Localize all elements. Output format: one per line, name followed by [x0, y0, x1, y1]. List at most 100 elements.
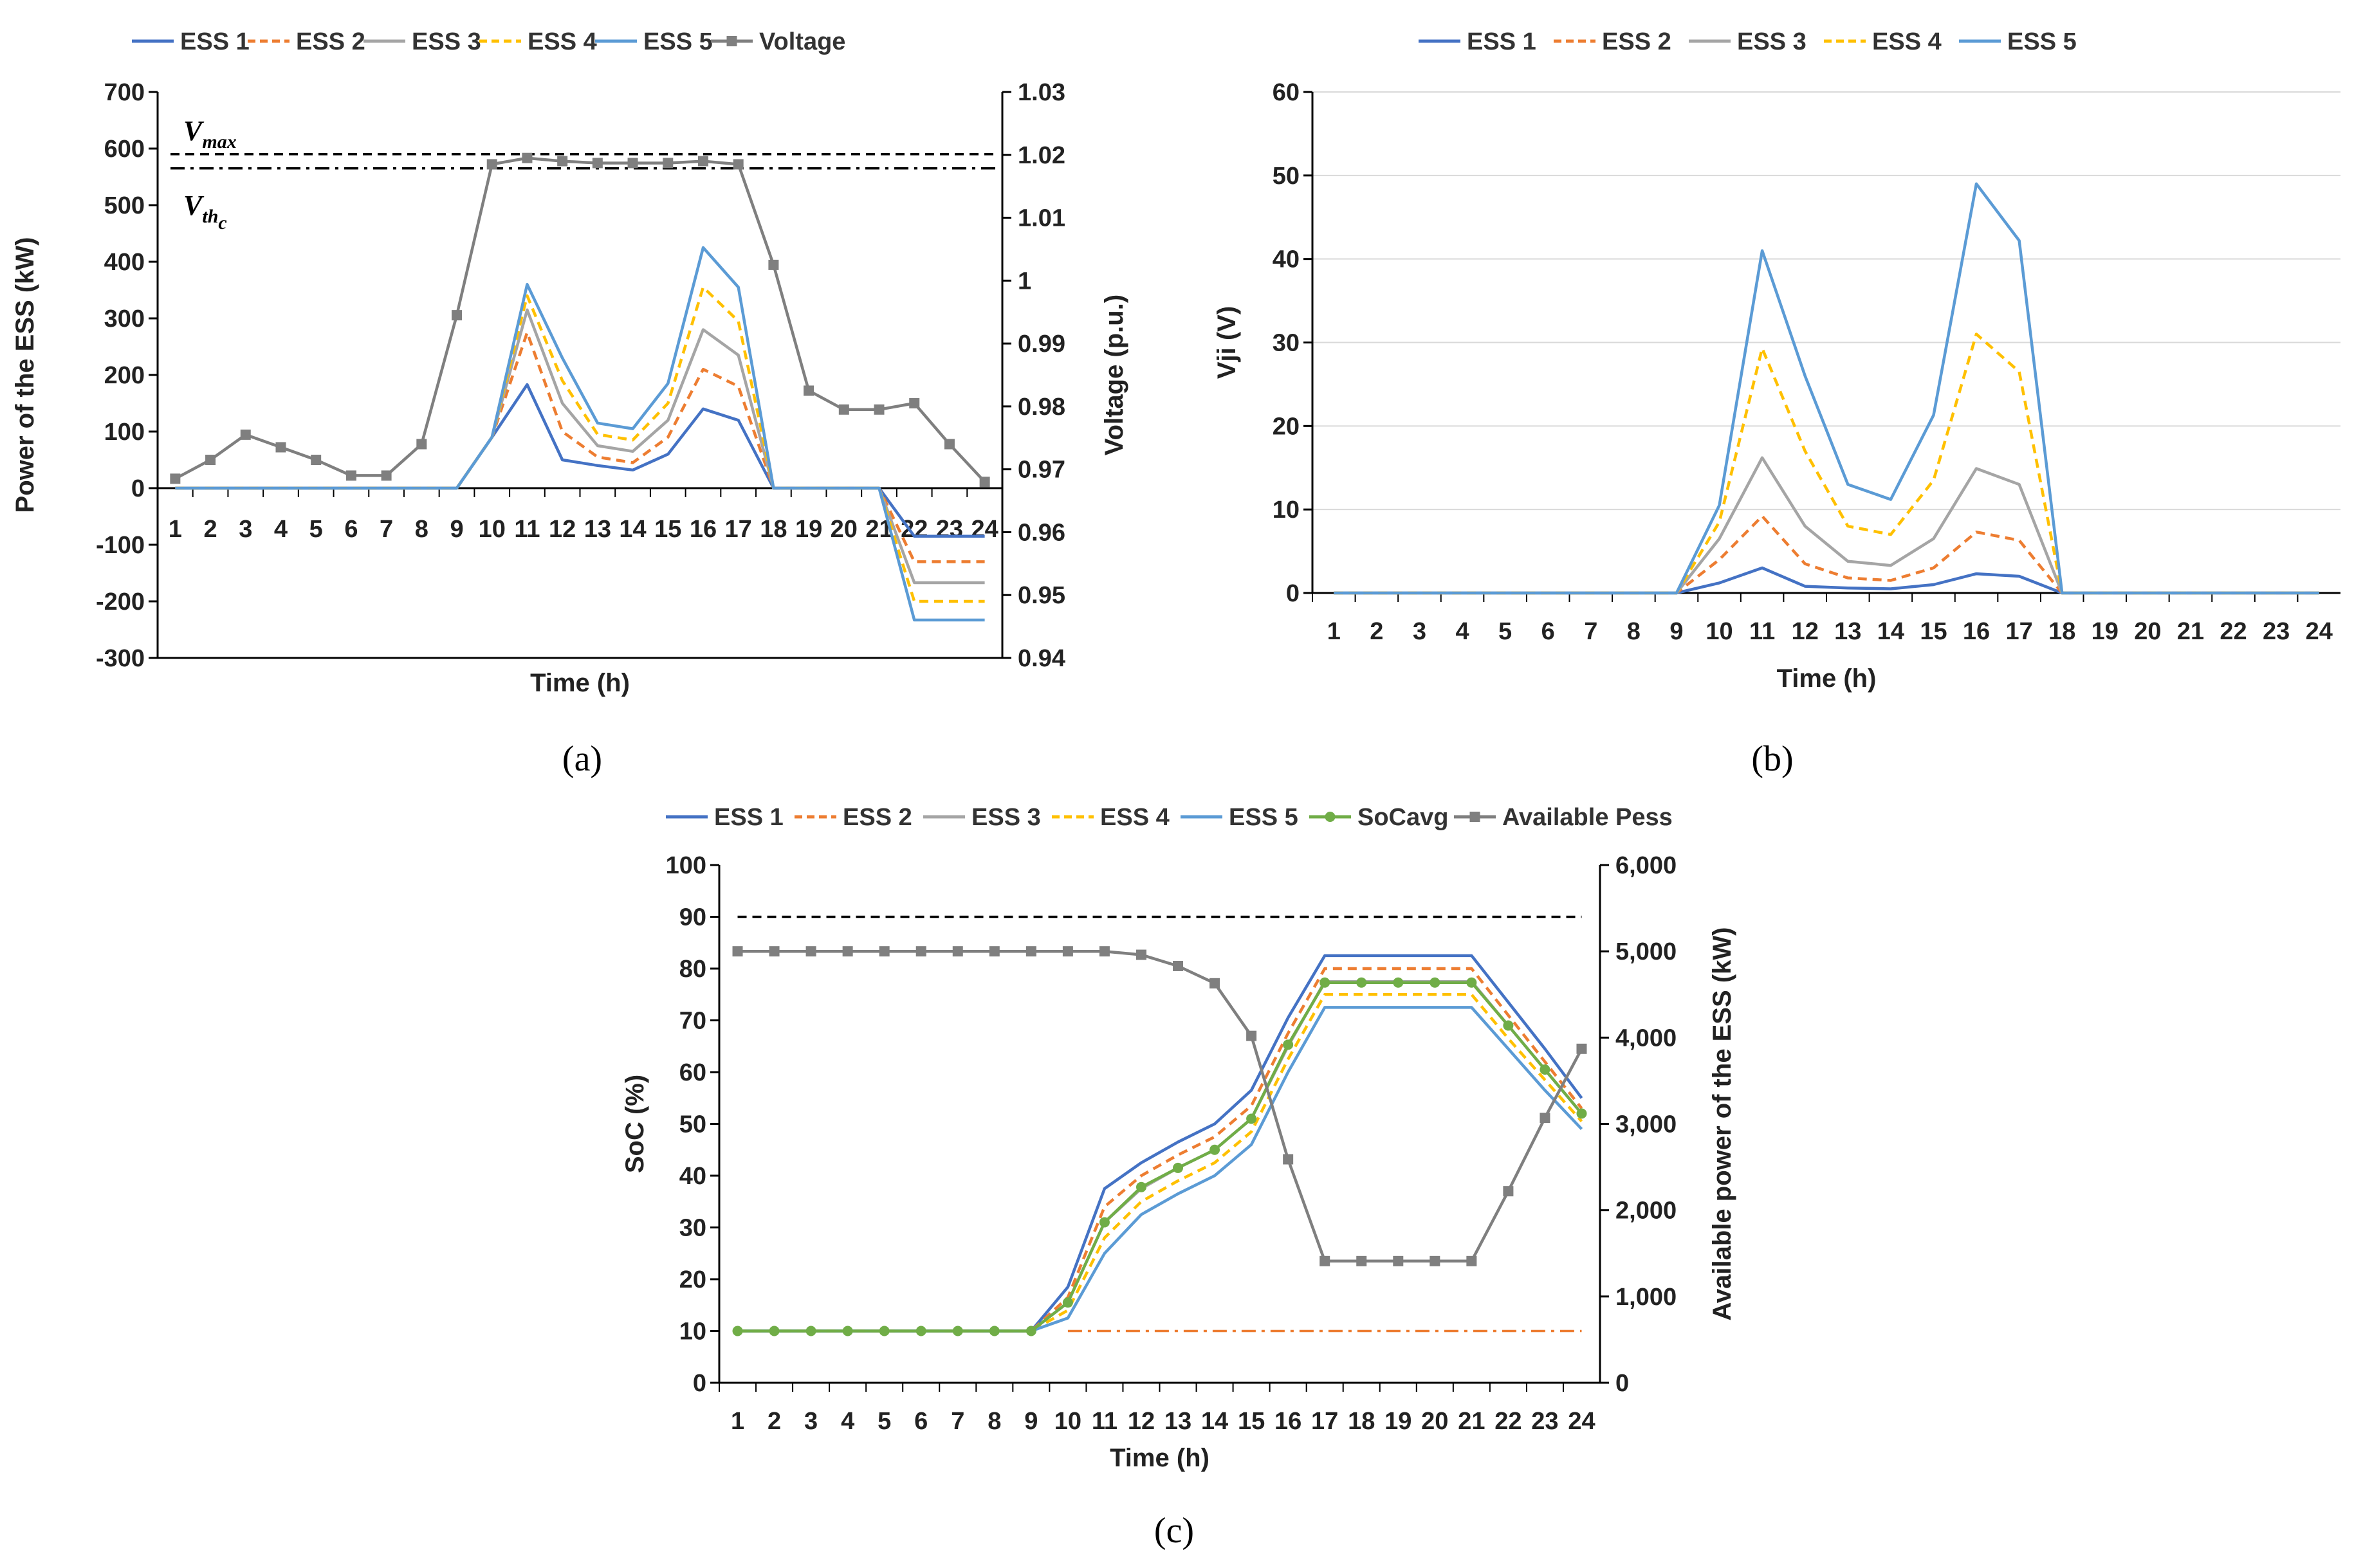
x-axis-title: Time (h)	[1110, 1444, 1209, 1472]
y-tick-label: -300	[96, 645, 145, 672]
data-point	[768, 259, 779, 270]
x-tick-label: 20	[1421, 1408, 1448, 1435]
y-tick-label: 50	[679, 1111, 706, 1138]
data-point	[874, 404, 885, 415]
x-tick-label: 16	[1274, 1408, 1301, 1435]
x-tick-label: 15	[1238, 1408, 1265, 1435]
data-point	[733, 159, 744, 170]
data-point	[1540, 1064, 1550, 1075]
x-tick-label: 14	[1877, 618, 1904, 645]
x-tick-label: 7	[380, 516, 393, 543]
x-tick-label: 24	[971, 516, 998, 543]
legend-label: ESS 5	[643, 28, 713, 55]
x-tick-label: 9	[1669, 618, 1683, 645]
x-tick-label: 5	[1498, 618, 1512, 645]
data-point	[1173, 960, 1184, 971]
x-tick-label: 21	[1458, 1408, 1485, 1435]
data-point	[1393, 1255, 1404, 1266]
data-point	[838, 404, 849, 415]
data-point	[1246, 1113, 1257, 1124]
data-point	[1209, 978, 1220, 989]
series-line-ess-3	[737, 980, 1583, 1333]
y2-axis-title: Available power of the ESS (kW)	[1708, 927, 1736, 1321]
panel-label: (c)	[1154, 1511, 1194, 1551]
x-tick-label: 16	[1963, 618, 1990, 645]
data-point	[1136, 1181, 1146, 1192]
y-tick-label: 700	[104, 79, 145, 106]
x-tick-label: 24	[1568, 1408, 1595, 1435]
legend-label: ESS 2	[296, 28, 365, 55]
x-tick-label: 18	[760, 516, 787, 543]
y-tick-label: 60	[679, 1059, 706, 1086]
data-point	[1246, 1030, 1257, 1041]
data-point	[381, 470, 392, 481]
y-tick-label: 20	[1273, 413, 1300, 440]
x-tick-label: 9	[450, 516, 463, 543]
legend-label: ESS 2	[843, 804, 912, 831]
x-tick-label: 6	[1541, 618, 1555, 645]
x-tick-label: 22	[901, 516, 928, 543]
series-line-ess-2	[737, 967, 1583, 1333]
series-line-ess-5	[1334, 182, 2319, 595]
x-tick-label: 10	[479, 516, 506, 543]
legend-marker	[726, 36, 737, 46]
x-tick-label: 20	[2134, 618, 2161, 645]
x-tick-label: 3	[804, 1408, 818, 1435]
y-tick-label: 200	[104, 362, 145, 389]
data-point	[240, 429, 251, 440]
y-tick-label: 0	[693, 1370, 706, 1397]
x-tick-label: 1	[169, 516, 182, 543]
y-tick-label: 60	[1273, 79, 1300, 106]
legend-label: ESS 3	[412, 28, 481, 55]
data-point	[1430, 1255, 1440, 1266]
y-tick-label: 600	[104, 136, 145, 163]
x-tick-label: 14	[619, 516, 646, 543]
x-tick-label: 20	[831, 516, 858, 543]
data-point	[804, 385, 814, 396]
data-point	[915, 1326, 926, 1336]
x-tick-label: 4	[274, 516, 288, 543]
y-tick-label: 10	[679, 1318, 706, 1345]
x-tick-label: 17	[2005, 618, 2032, 645]
data-point	[909, 398, 920, 408]
x-tick-label: 22	[2220, 618, 2247, 645]
x-tick-label: 3	[239, 516, 252, 543]
y-axis-title: SoC (%)	[621, 1075, 649, 1173]
series-line-voltage	[174, 156, 986, 483]
x-tick-label: 15	[1920, 618, 1947, 645]
x-tick-label: 13	[584, 516, 611, 543]
data-point	[592, 158, 603, 169]
y2-tick-label: 2,000	[1615, 1198, 1677, 1225]
y2-tick-label: 3,000	[1615, 1111, 1677, 1138]
y-tick-label: 80	[679, 956, 706, 983]
data-point	[944, 439, 955, 450]
x-axis-title: Time (h)	[530, 669, 630, 697]
data-point	[1062, 1297, 1073, 1308]
legend-label: ESS 2	[1602, 28, 1671, 55]
y2-tick-label: 5,000	[1615, 938, 1677, 965]
x-tick-label: 8	[1627, 618, 1641, 645]
y-tick-label: -100	[96, 532, 145, 559]
data-point	[1576, 1043, 1587, 1054]
x-tick-label: 11	[1749, 618, 1775, 645]
y-tick-label: 100	[104, 419, 145, 446]
series-line-ess-2	[175, 331, 985, 563]
series-line-ess-1	[1334, 566, 2319, 595]
x-tick-label: 2	[1370, 618, 1383, 645]
x-tick-label: 2	[203, 516, 217, 543]
x-tick-label: 23	[936, 516, 963, 543]
data-point	[275, 442, 286, 453]
data-point	[697, 156, 708, 167]
y-axis-title: Power of the ESS (kW)	[11, 237, 39, 513]
chart-c: 0 10 20 30 40 50 60 70 80 90 100 0 1,000 2,000 3,000 4,…	[621, 804, 1736, 1551]
data-point	[1283, 1154, 1294, 1165]
reference-label: Vmax	[183, 115, 237, 152]
x-tick-label: 6	[914, 1408, 928, 1435]
data-point	[416, 439, 427, 450]
x-axis-title: Time (h)	[1777, 664, 1877, 693]
series-line-ess-2	[1334, 515, 2319, 595]
series-line-ess-4	[1334, 333, 2319, 595]
data-point	[1466, 1255, 1477, 1266]
y2-axis-title: Voltage (p.u.)	[1100, 295, 1128, 455]
